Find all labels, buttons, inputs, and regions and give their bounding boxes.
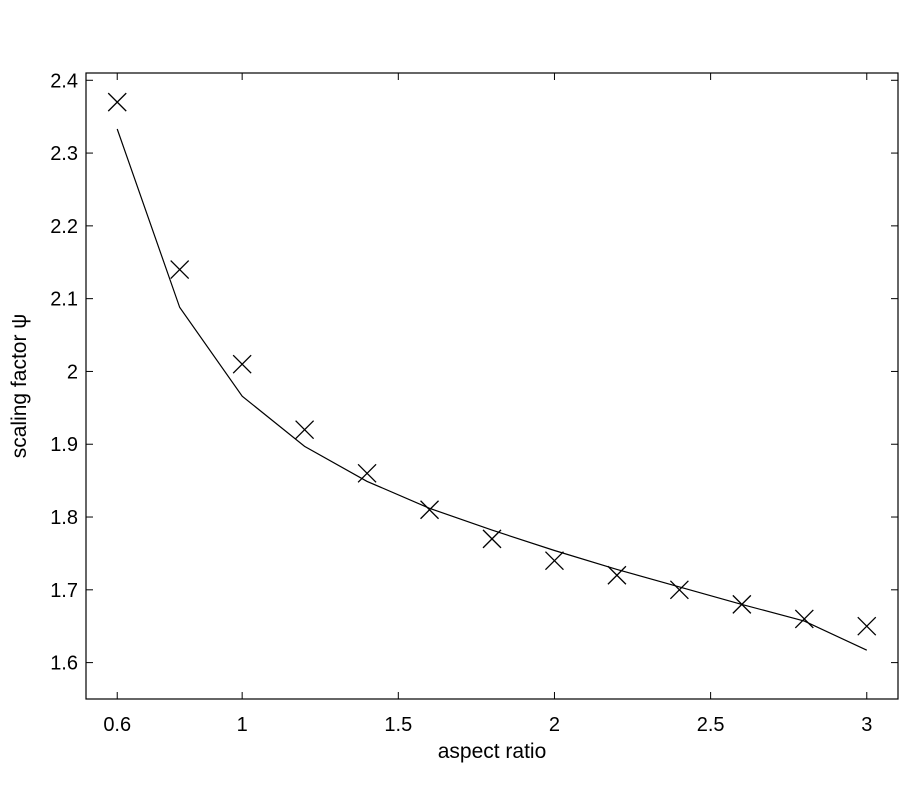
fitted-curve <box>116 128 868 651</box>
data-point-marker <box>607 565 627 585</box>
y-tick-label: 2.3 <box>50 143 78 165</box>
y-axis-label: scaling factor ψ <box>8 314 31 459</box>
y-tick-label: 2.2 <box>50 216 78 238</box>
x-tick-label: 2 <box>549 714 560 736</box>
y-tick-label: 1.9 <box>50 434 78 456</box>
series <box>107 92 877 651</box>
y-tick-label: 2 <box>67 361 78 383</box>
data-point-marker <box>295 420 315 440</box>
x-tick-label: 0.6 <box>103 714 131 736</box>
data-point-marker <box>170 260 190 279</box>
x-tick-label: 1.5 <box>384 714 412 736</box>
data-point-marker <box>482 529 502 549</box>
y-tick-label: 2.4 <box>50 70 78 92</box>
x-axis-label: aspect ratio <box>438 740 547 763</box>
tick-labels: 0.6 1 1.5 2 2.5 3 1.6 1.7 1.8 1.9 2 2.1 2.2 2.3 2.4 <box>50 70 872 736</box>
data-point-marker <box>732 594 752 614</box>
y-tick-label: 1.8 <box>50 507 78 529</box>
data-point-marker <box>420 500 439 520</box>
plot-frame <box>85 72 899 700</box>
y-tick-label: 1.6 <box>50 653 78 675</box>
data-point-marker <box>232 354 252 374</box>
data-point-marker <box>857 616 877 636</box>
x-tick-label: 2.5 <box>697 714 725 736</box>
y-tick-label: 2.1 <box>50 289 78 311</box>
data-point-marker <box>794 609 814 629</box>
x-tick-label: 1 <box>237 714 248 736</box>
data-point-marker <box>107 92 127 112</box>
ticks <box>86 73 898 699</box>
y-tick-label: 1.7 <box>50 580 78 602</box>
x-tick-label: 3 <box>861 714 872 736</box>
data-point-marker <box>669 580 689 600</box>
data-point-marker <box>357 463 377 483</box>
data-point-marker <box>545 551 564 571</box>
